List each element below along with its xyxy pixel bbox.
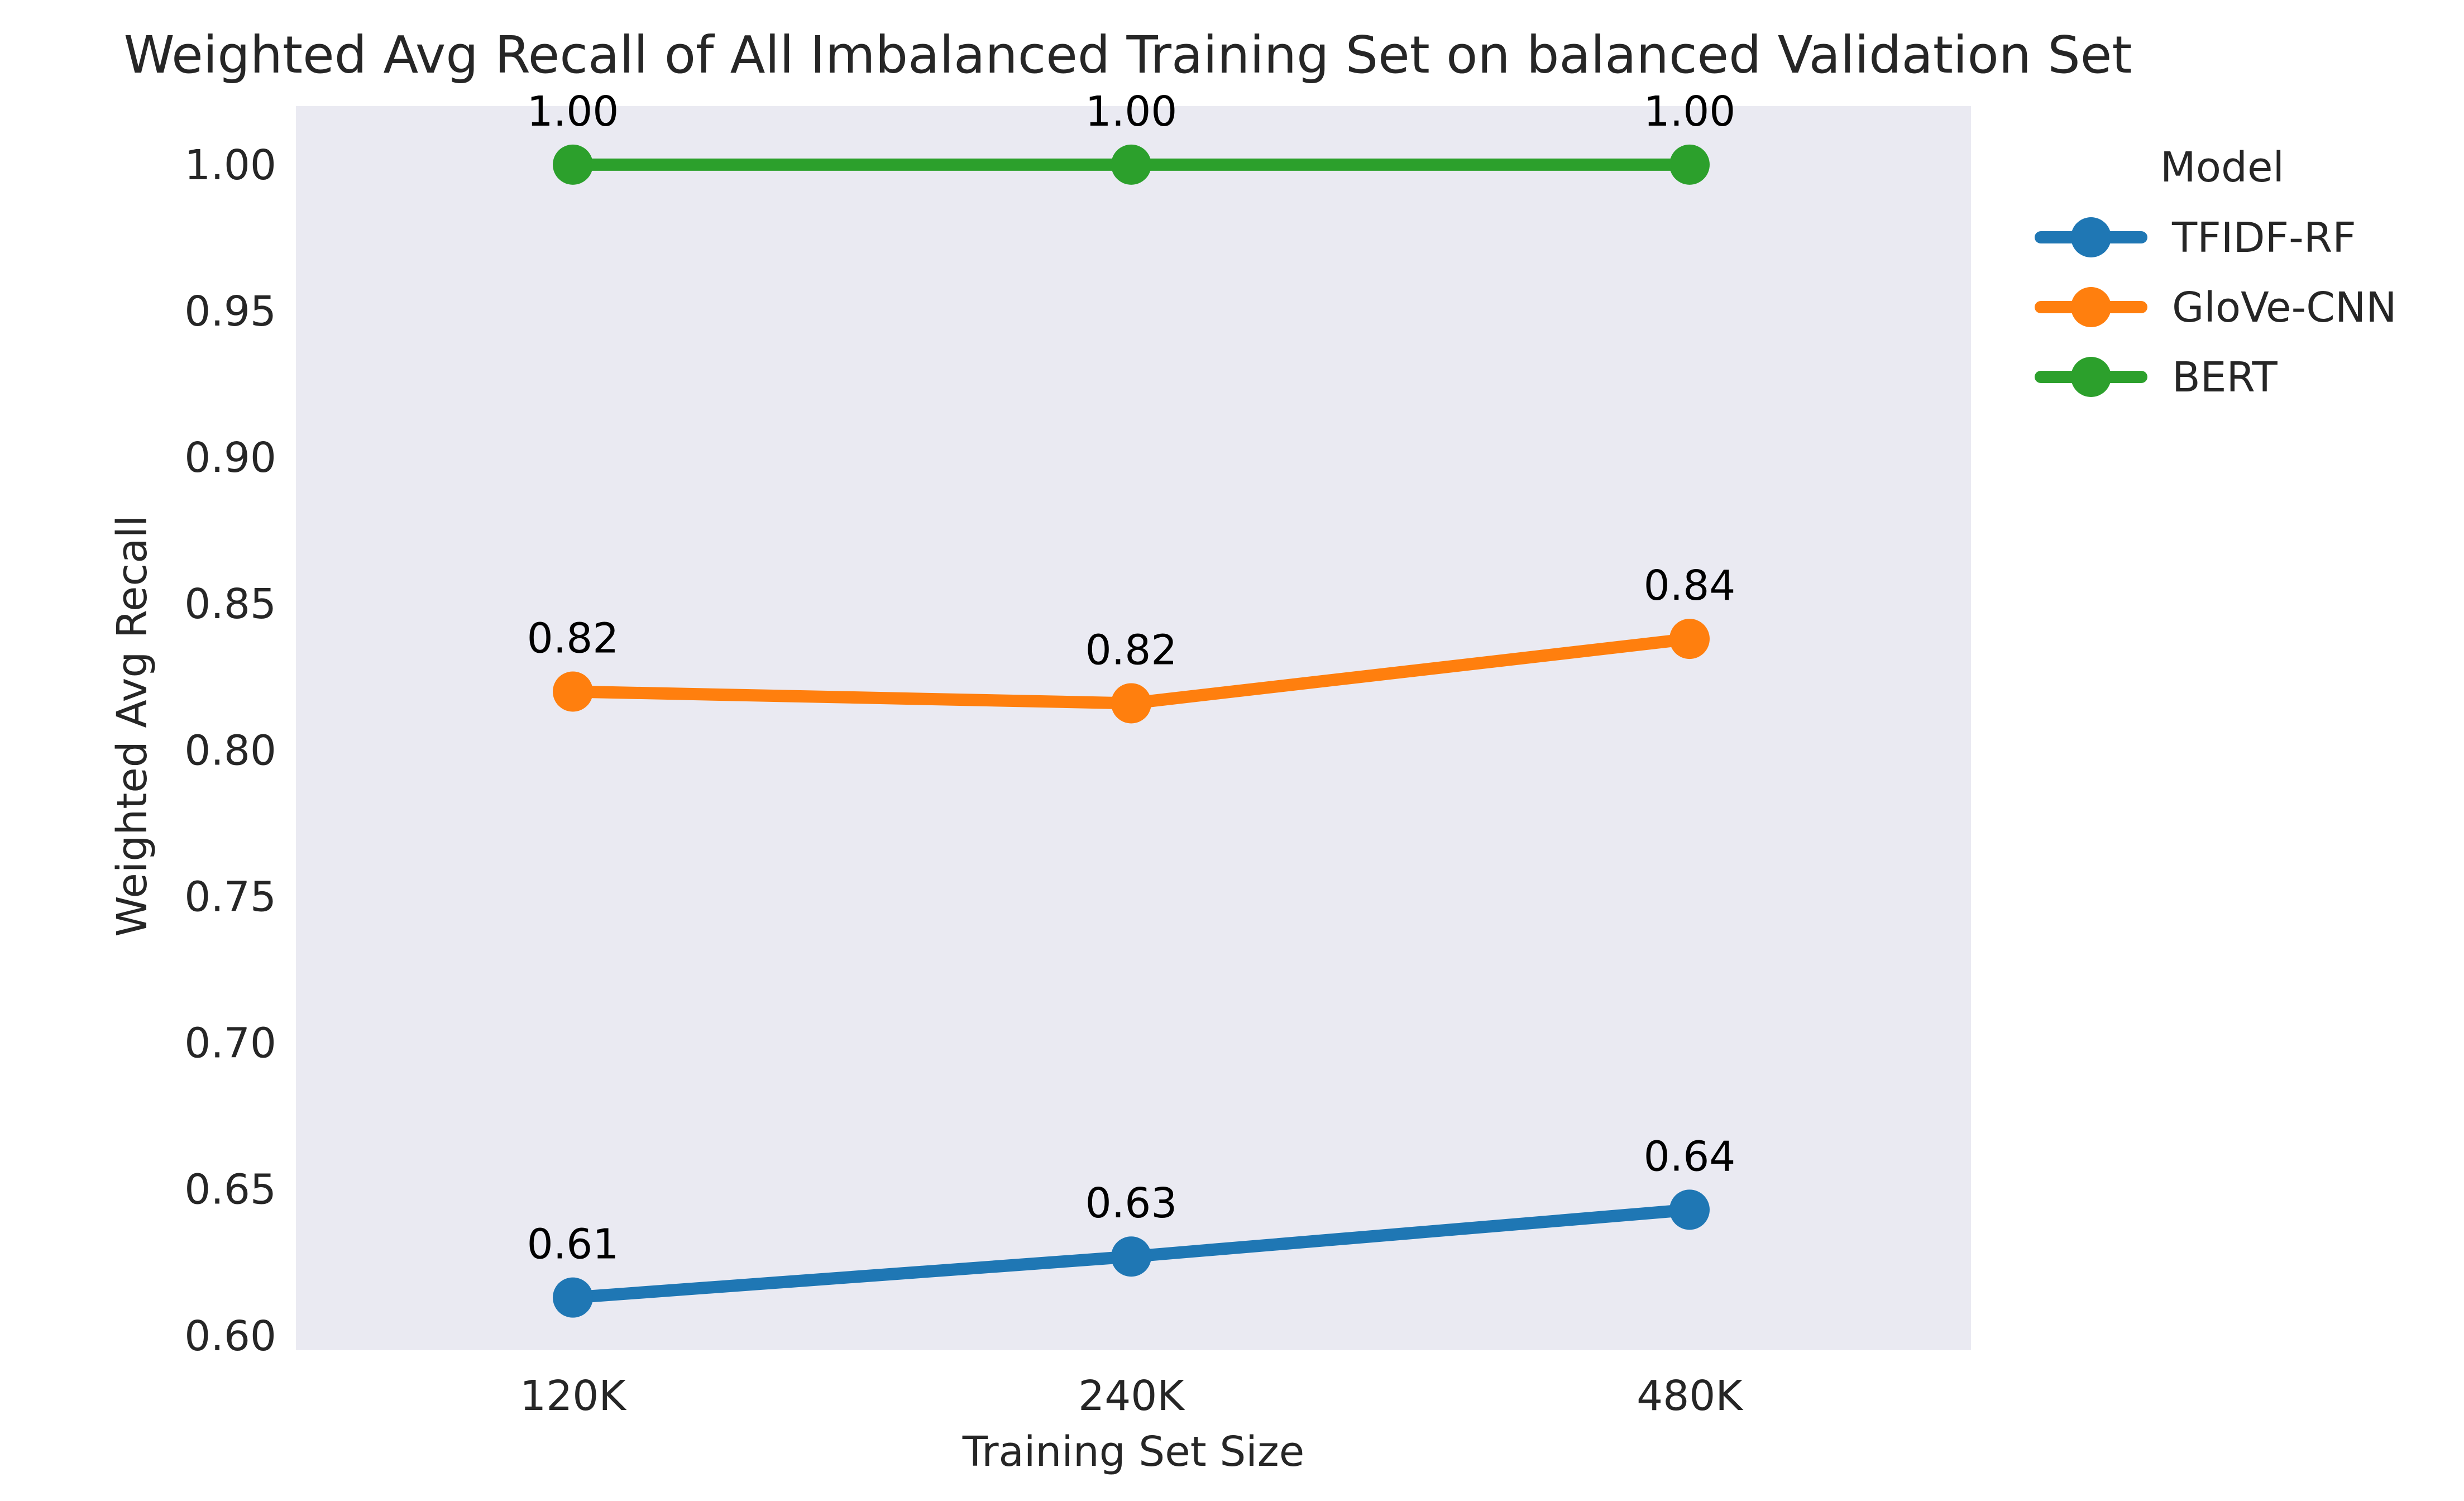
y-tick-label: 0.70 (184, 1020, 276, 1068)
y-tick-label: 0.90 (184, 434, 276, 482)
data-point-bert (1669, 144, 1710, 185)
y-tick-label: 0.65 (184, 1166, 276, 1214)
data-point-bert (553, 144, 593, 185)
chart-title: Weighted Avg Recall of All Imbalanced Tr… (124, 25, 2132, 85)
data-label: 0.82 (527, 614, 619, 662)
legend-marker-tfidf-rf (2071, 217, 2111, 257)
y-tick-label: 0.85 (184, 580, 276, 628)
y-tick-label: 0.80 (184, 726, 276, 775)
legend-label-bert: BERT (2172, 353, 2278, 401)
y-tick-label: 1.00 (184, 141, 276, 189)
data-point-glove-cnn (1669, 619, 1710, 659)
plot-area (296, 106, 1971, 1350)
x-axis-label: Training Set Size (962, 1428, 1304, 1476)
x-tick-label: 240K (1078, 1372, 1185, 1420)
legend-title: Model (2160, 144, 2284, 192)
data-label: 0.84 (1644, 562, 1736, 610)
x-axis-ticks: 120K 240K 480K (520, 1372, 1744, 1420)
y-axis-ticks: 0.60 0.65 0.70 0.75 0.80 0.85 0.90 0.95 1.00 (184, 141, 276, 1360)
data-point-bert (1111, 144, 1151, 185)
series-lines (553, 144, 1710, 1318)
data-point-glove-cnn (553, 671, 593, 712)
data-label: 1.00 (1085, 88, 1178, 136)
y-tick-label: 0.75 (184, 873, 276, 921)
y-tick-label: 0.95 (184, 288, 276, 336)
legend-marker-glove-cnn (2071, 287, 2111, 327)
data-point-glove-cnn (1111, 683, 1151, 724)
data-label: 1.00 (1644, 88, 1736, 136)
x-tick-label: 120K (520, 1372, 627, 1420)
legend-label-tfidf-rf: TFIDF-RF (2171, 214, 2356, 262)
x-tick-label: 480K (1637, 1372, 1744, 1420)
y-axis-label: Weighted Avg Recall (108, 515, 156, 936)
data-point-tfidf-rf (1111, 1236, 1151, 1277)
data-label: 0.64 (1644, 1132, 1736, 1180)
y-tick-label: 0.60 (184, 1312, 276, 1360)
data-label: 1.00 (527, 88, 619, 136)
data-label: 0.63 (1085, 1179, 1178, 1227)
legend: Model TFIDF-RF GloVe-CNN BERT (2035, 144, 2397, 401)
data-label: 0.61 (527, 1221, 619, 1269)
data-labels: 0.61 0.63 0.64 0.82 0.82 0.84 1.00 1.00 1.00 (527, 88, 1736, 1269)
data-label: 0.82 (1085, 626, 1178, 674)
data-point-tfidf-rf (1669, 1189, 1710, 1230)
data-point-tfidf-rf (553, 1277, 593, 1318)
legend-label-glove-cnn: GloVe-CNN (2172, 284, 2397, 332)
legend-marker-bert (2071, 357, 2111, 397)
